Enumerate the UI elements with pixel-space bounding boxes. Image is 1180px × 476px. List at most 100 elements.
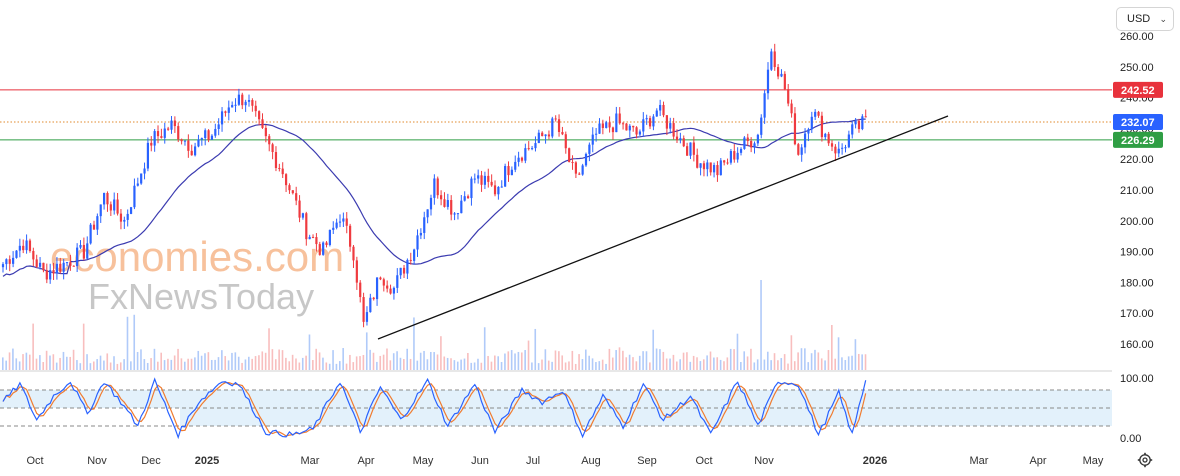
volume-bar: [244, 359, 247, 370]
price-tick-label: 210.00: [1120, 185, 1154, 197]
candle-body: [500, 186, 503, 188]
candle-body: [814, 111, 817, 117]
candle-body: [581, 165, 584, 175]
candle-body: [564, 134, 567, 149]
volume-bar: [379, 355, 382, 370]
candle-body: [857, 120, 861, 130]
candle-body: [79, 244, 82, 248]
candle-body: [288, 185, 291, 191]
volume-bar: [527, 340, 530, 370]
time-tick-label: May: [1083, 455, 1104, 467]
time-tick-label: Jun: [471, 455, 489, 467]
time-tick-label: Mar: [970, 455, 989, 467]
volume-bar: [433, 352, 435, 370]
candle-body: [281, 168, 284, 175]
volume-bar: [359, 356, 361, 370]
candle-body: [76, 247, 79, 267]
volume-bar: [197, 350, 200, 370]
volume-bar: [861, 354, 863, 370]
volume-bar: [180, 358, 183, 370]
volume-bar: [571, 350, 574, 370]
candle-body: [45, 270, 48, 280]
candle-body: [406, 259, 409, 274]
candle-body: [537, 132, 540, 144]
volume-bar: [652, 329, 655, 370]
candle-body: [766, 69, 770, 94]
candle-body: [645, 118, 648, 120]
volume-bar: [157, 361, 159, 370]
volume-bar: [429, 351, 432, 370]
volume-bar: [817, 352, 820, 370]
volume-bar: [692, 355, 695, 370]
candle-body: [345, 218, 348, 226]
volume-bar: [143, 359, 146, 370]
volume-bar: [824, 360, 826, 370]
volume-bar: [322, 357, 324, 370]
candle-body: [284, 174, 288, 186]
volume-bar: [372, 352, 375, 370]
volume-bar: [352, 362, 355, 370]
currency-selector[interactable]: USD ⌄: [1116, 7, 1174, 31]
volume-bar: [531, 362, 533, 370]
volume-bar: [183, 361, 186, 370]
candle-body: [389, 288, 392, 294]
candle-body: [830, 143, 834, 147]
candle-body: [574, 162, 577, 174]
candle-body: [584, 153, 588, 166]
volume-bar: [28, 354, 31, 370]
volume-bar: [729, 348, 732, 370]
candle-body: [480, 175, 483, 185]
candle-body: [25, 240, 28, 251]
candle-body: [756, 134, 759, 144]
volume-bar: [581, 359, 584, 370]
candle-body: [618, 113, 621, 124]
volume-bar: [241, 362, 243, 370]
candle-body: [493, 185, 497, 195]
candle-body: [301, 213, 305, 218]
candle-body: [440, 195, 443, 200]
volume-bar: [473, 362, 476, 370]
price-axis: 160.00 170.00 180.00 190.00 200.00 210.00 220.…: [1120, 31, 1154, 445]
volume-bar: [605, 363, 607, 370]
candle-body: [28, 240, 32, 251]
volume-bar: [423, 350, 425, 370]
candle-body: [841, 147, 844, 149]
volume-bar: [389, 360, 392, 370]
candle-body: [847, 134, 850, 148]
support-price-label: 226.29: [1121, 135, 1155, 147]
trendline[interactable]: [377, 115, 949, 340]
candle-body: [18, 245, 21, 251]
gear-icon[interactable]: [1137, 452, 1153, 468]
candle-body: [234, 104, 237, 106]
candle-body: [601, 123, 604, 128]
candle-body: [396, 275, 399, 288]
volume-bar: [618, 347, 621, 370]
candle-body: [82, 244, 85, 259]
candle-body: [402, 267, 406, 274]
candle-body: [689, 142, 692, 156]
candle-body: [38, 262, 42, 267]
volume-bar: [780, 358, 783, 370]
volume-bar: [140, 349, 142, 370]
time-tick-label: Dec: [141, 455, 161, 467]
candle-body: [568, 148, 571, 163]
candle-body: [456, 213, 460, 215]
candle-body: [726, 162, 729, 164]
candle-body: [547, 134, 551, 137]
volume-bar: [113, 356, 115, 370]
volume-bar: [504, 353, 506, 370]
candle-body: [271, 144, 274, 153]
candle-body: [318, 244, 321, 255]
volume-bar: [642, 351, 644, 370]
candle-body: [699, 163, 702, 168]
volume-bar: [820, 358, 823, 370]
volume-bar: [672, 354, 675, 370]
candle-body: [598, 123, 601, 134]
candle-body: [729, 151, 733, 163]
volume-bar: [200, 355, 203, 370]
candle-body: [392, 287, 396, 294]
candle-body: [315, 237, 318, 245]
